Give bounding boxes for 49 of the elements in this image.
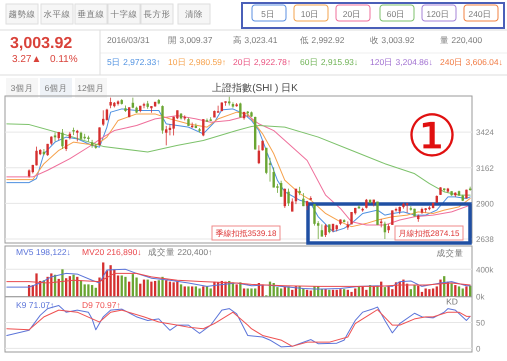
text: 240日 [468,9,492,19]
chart-title: 上證指數(SHI ) 日K [212,82,298,94]
text: 3.27▲ [12,54,42,65]
text: 6個月 [44,83,68,93]
y-tick-label: 400k [476,265,494,274]
y-tick-label: 3424 [476,128,494,138]
text: 10日 2,980.59↑ [168,57,226,67]
y-tick-label: 0k [476,292,486,302]
text: 2016/03/31 [107,35,150,45]
text: 3個月 [10,83,34,93]
y-tick-label: 3162 [476,164,494,173]
text: 開 3,009.37 [168,35,213,45]
text: 5日 [261,9,275,19]
text: 3,003.92 [10,35,72,52]
y-tick-label: 2900 [476,199,494,208]
annotation: 季線扣抵3539.18 [216,229,278,238]
y-tick-label: 0 [476,344,481,354]
text: 60日 2,915.93↓ [300,57,358,67]
annotation: D9 70.97↑ [82,300,121,310]
annotation: K9 71.07↑ [16,300,54,310]
text: 10日 [300,9,320,19]
text: 低 2,992.92 [300,35,345,45]
annotation: MV20 216,890↓ [82,247,142,257]
text: 240日 3,606.04↓ [440,57,503,67]
text: 清除 [185,9,203,19]
text: 0.11% [50,54,78,65]
text: 水平線 [44,9,70,19]
text: 收 3,003.92 [370,35,415,45]
text: 20日 2,922.78↑ [233,57,292,67]
chart-title: KD [446,296,458,306]
text: 60日 [386,9,406,19]
text: 量 220,400 [440,35,482,45]
annotation: 成交量 220,400↑ [148,247,212,257]
text: 5日 2,972.33↑ [107,57,160,67]
text: 12個月 [77,83,105,93]
text: 120日 3,204.86↓ [370,57,433,67]
y-tick-label: 50 [476,318,486,328]
text: 長方形 [144,9,170,19]
y-tick-label: 2638 [476,235,494,244]
chart-title: 成交量 [436,248,464,258]
text: 高 3,023.41 [233,35,278,45]
text: 120日 [426,9,450,19]
annotation: ① [406,104,458,169]
text: 十字線 [110,9,138,19]
text: 趨勢線 [8,9,36,19]
text: 垂直線 [78,9,104,19]
annotation: MV5 198,122↓ [16,247,71,257]
annotation: 月線扣抵2874.15 [398,229,460,238]
text: 20日 [342,9,362,19]
